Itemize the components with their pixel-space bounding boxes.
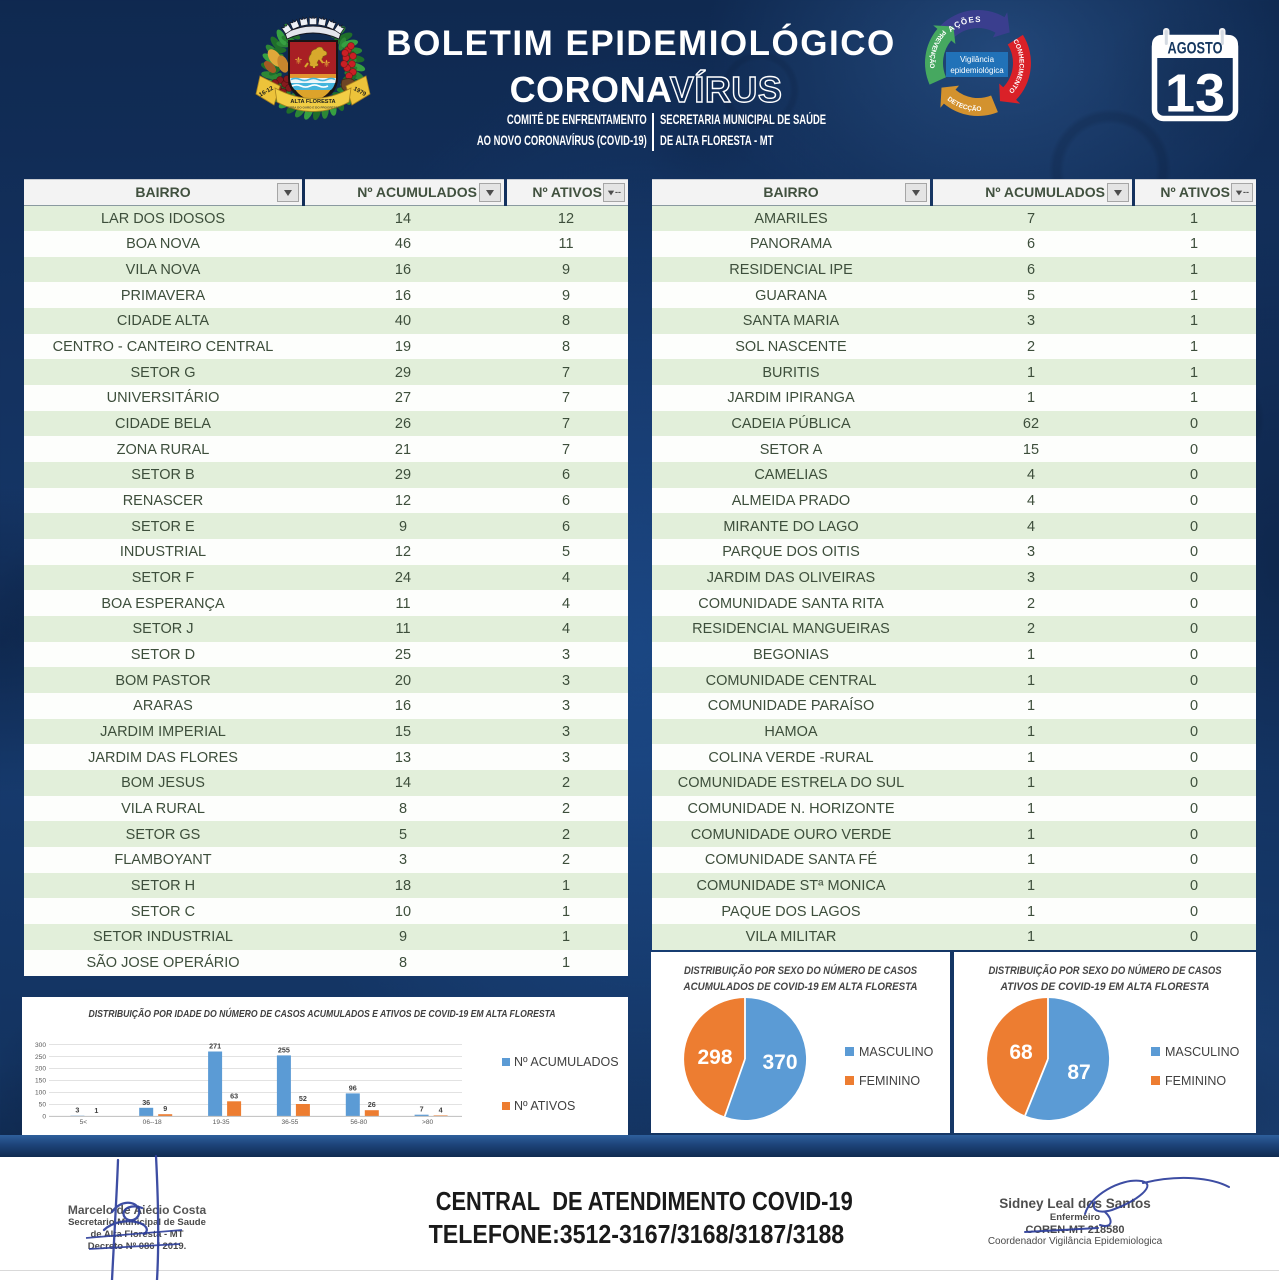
svg-text:ATIVOS DE COVID-19 EM ALTA FLO: ATIVOS DE COVID-19 EM ALTA FLORESTA <box>1000 981 1210 993</box>
svg-text:FEMININO: FEMININO <box>1165 1074 1226 1088</box>
svg-text:Nº ATIVOS: Nº ATIVOS <box>514 1099 575 1113</box>
svg-text:9: 9 <box>163 1104 167 1113</box>
svg-text:271: 271 <box>209 1042 221 1051</box>
svg-text:7: 7 <box>420 1105 424 1114</box>
svg-text:ACUMULADOS DE COVID-19 EM ALTA: ACUMULADOS DE COVID-19 EM ALTA FLORESTA <box>683 981 918 993</box>
svg-text:36: 36 <box>142 1098 150 1107</box>
svg-text:300: 300 <box>35 1042 46 1049</box>
svg-text:⚜: ⚜ <box>294 56 303 67</box>
svg-text:>80: >80 <box>422 1119 434 1126</box>
svg-text:200: 200 <box>35 1066 46 1073</box>
svg-text:298: 298 <box>697 1046 732 1069</box>
svg-text:255: 255 <box>278 1045 290 1054</box>
svg-text:⚜: ⚜ <box>322 59 331 70</box>
svg-text:63: 63 <box>230 1091 238 1100</box>
svg-text:DISTRIBUIÇÃO POR SEXO DO NÚMER: DISTRIBUIÇÃO POR SEXO DO NÚMERO DE CASOS <box>684 964 918 977</box>
svg-text:150: 150 <box>35 1078 46 1085</box>
svg-text:MASCULINO: MASCULINO <box>859 1045 934 1059</box>
svg-text:87: 87 <box>1067 1061 1090 1084</box>
svg-text:06--18: 06--18 <box>143 1119 162 1126</box>
svg-text:68: 68 <box>1009 1041 1033 1064</box>
svg-text:ALTA FLORESTA: ALTA FLORESTA <box>290 99 335 105</box>
svg-text:50: 50 <box>39 1102 47 1109</box>
svg-text:FEMININO: FEMININO <box>859 1074 920 1088</box>
svg-text:19-35: 19-35 <box>213 1119 230 1126</box>
svg-text:100: 100 <box>35 1090 46 1097</box>
svg-text:0: 0 <box>42 1114 46 1121</box>
svg-text:36-55: 36-55 <box>281 1119 298 1126</box>
svg-text:52: 52 <box>299 1094 307 1103</box>
svg-text:96: 96 <box>349 1083 357 1092</box>
svg-text:DISTRIBUIÇÃO POR SEXO DO NÚMER: DISTRIBUIÇÃO POR SEXO DO NÚMERO DE CASOS <box>989 964 1223 977</box>
svg-text:AGOSTO: AGOSTO <box>1168 39 1223 58</box>
svg-text:MASCULINO: MASCULINO <box>1165 1045 1240 1059</box>
svg-text:13: 13 <box>1165 64 1225 124</box>
svg-text:Nº ACUMULADOS: Nº ACUMULADOS <box>514 1055 619 1069</box>
svg-text:TERRA DO OURO E DO PROGRESSO: TERRA DO OURO E DO PROGRESSO <box>286 106 340 110</box>
svg-text:1: 1 <box>94 1106 98 1115</box>
svg-text:26: 26 <box>368 1100 376 1109</box>
svg-text:3: 3 <box>75 1106 79 1115</box>
svg-text:5<: 5< <box>80 1119 88 1126</box>
svg-text:epidemiológica: epidemiológica <box>950 66 1004 75</box>
svg-text:4: 4 <box>439 1105 443 1114</box>
svg-text:370: 370 <box>762 1051 797 1074</box>
svg-text:DISTRIBUIÇÃO POR IDADE DO NÚME: DISTRIBUIÇÃO POR IDADE DO NÚMERO DE CASO… <box>89 1008 556 1020</box>
svg-text:Vigilância: Vigilância <box>960 55 995 64</box>
svg-text:250: 250 <box>35 1054 46 1061</box>
svg-text:56-80: 56-80 <box>350 1119 367 1126</box>
